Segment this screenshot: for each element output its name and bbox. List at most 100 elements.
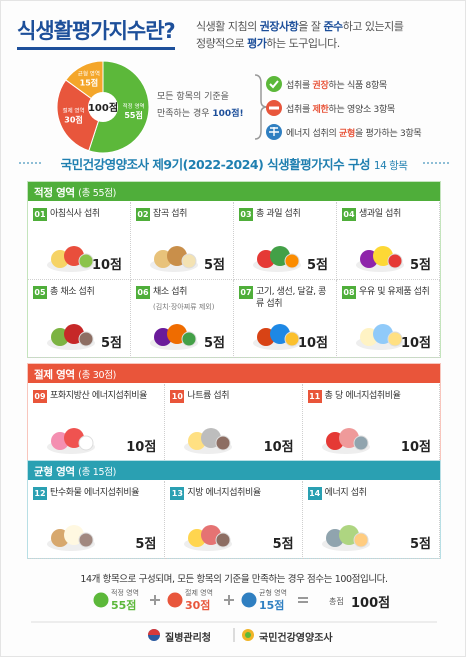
ill-shape	[78, 532, 94, 548]
group-box: 절제 영역 (총 30점) 09 포화지방산 에너지섭취비율 10점 10 나트륨 섭취 1…	[27, 363, 441, 462]
legend-text: 3항목	[373, 105, 396, 115]
item-number: 10	[170, 390, 185, 403]
ill-shape	[284, 253, 300, 269]
legend-icons	[266, 76, 282, 140]
item-name: 고기, 생선, 달걀, 콩류 섭취	[256, 287, 326, 309]
desc-text: 정량적으로	[196, 37, 248, 50]
footer-org: 국민건강영양조사	[259, 633, 333, 644]
item-name: 아침식사 섭취	[50, 209, 100, 219]
illustration	[356, 246, 404, 272]
group-box: 균형 영역 (총 15점) 12 탄수화물 에너지섭취비율 5점 13 지방 에너지섭취비…	[27, 460, 441, 559]
item-number: 05	[33, 286, 47, 299]
illustration	[253, 324, 301, 350]
item-name: 나트륨 섭취	[187, 391, 230, 401]
illustration	[47, 525, 95, 551]
group-title: 절제 영역	[34, 369, 75, 381]
item-number: 06	[136, 286, 150, 299]
summary-score: 55점	[111, 599, 137, 612]
illustration	[47, 324, 95, 350]
group-title: 균형 영역	[34, 466, 75, 478]
illustration	[321, 525, 370, 551]
pie-center	[88, 92, 118, 122]
legend-text: 권장	[312, 81, 329, 91]
section-count: 14 항목	[373, 160, 408, 172]
logo	[148, 629, 160, 641]
item-number: 09	[33, 390, 47, 403]
slice-label: 30점	[64, 115, 83, 125]
item-score: 5점	[306, 258, 328, 273]
item-score: 10점	[297, 336, 328, 351]
pie-center-label: 100점	[88, 102, 118, 114]
logo	[242, 629, 254, 641]
slice-label: 15점	[80, 77, 99, 87]
summary-label: 절제 영역	[185, 589, 213, 597]
item-cell: 03 총 과일 섭취 5점	[234, 202, 337, 280]
legend-text: 균형	[339, 129, 355, 139]
item-number: 13	[170, 487, 185, 500]
item-number: 11	[307, 390, 322, 403]
ill-shape	[181, 331, 197, 347]
item-score: 10점	[400, 336, 431, 351]
note-text: 만족하는 경우	[157, 109, 213, 119]
ill-shape	[181, 253, 197, 269]
item-cell: 06 채소 섭취 (김치·장아찌류 제외) 5점	[131, 280, 234, 358]
item-number: 02	[136, 208, 150, 221]
summary-icon	[93, 592, 109, 608]
op-stroke	[150, 595, 160, 605]
slice-label: 55점	[124, 110, 143, 120]
illustration	[184, 428, 233, 454]
summary-label: 균형 영역	[259, 589, 287, 597]
item-name: 총 당 에너지섭취비율	[324, 391, 401, 401]
item-cell: 04 생과일 섭취 5점	[337, 202, 440, 280]
ill-shape	[78, 331, 94, 347]
item-cell: 05 총 채소 섭취 5점	[28, 280, 131, 358]
group-header: 절제 영역 (총 30점)	[28, 364, 440, 383]
illustration	[150, 246, 198, 272]
footer-org: 질병관리청	[165, 633, 211, 644]
item-cell: 14 에너지 섭취 5점	[302, 481, 440, 559]
summary-score: 15점	[259, 599, 285, 612]
desc-text: 하는 도구입니다.	[266, 37, 340, 50]
item-name: 탄수화물 에너지섭취비율	[50, 488, 140, 498]
title: 식생활평가지수란?	[17, 15, 176, 50]
illustration	[321, 428, 370, 454]
legend-text: 제한	[312, 105, 329, 115]
legend-text: 섭취를	[286, 81, 313, 91]
item-score: 5점	[203, 258, 225, 273]
section-title: 국민건강영양조사 제9기(2022-2024) 식생활평가지수 구성 14 항목	[1, 154, 465, 173]
ill-shape	[353, 435, 369, 451]
item-cell: 07 고기, 생선, 달걀, 콩류 섭취 10점	[234, 280, 337, 358]
summary-icon	[241, 592, 257, 608]
illustration	[184, 525, 233, 551]
ill-shape	[353, 532, 369, 548]
legend-item: 섭취를 제한하는 영양소 3항목	[286, 102, 395, 115]
illustration	[253, 246, 301, 272]
note-text: 모든 항목의 기준을	[157, 92, 229, 102]
icon-circle	[167, 592, 183, 608]
ill-shape	[78, 253, 94, 269]
plus-sign	[224, 595, 234, 605]
group-total: (총 55점)	[78, 188, 117, 199]
desc-text: 하고 있는지를	[342, 20, 404, 33]
slice-name: 절제 영역	[63, 107, 85, 115]
item-name: 포화지방산 에너지섭취비율	[50, 391, 148, 401]
legend-text: 섭취를	[286, 105, 313, 115]
ill-shape	[387, 331, 403, 347]
legend-text: 8항목	[365, 81, 388, 91]
divider	[233, 628, 235, 642]
pie-slice	[56, 79, 104, 152]
item-number: 12	[33, 487, 47, 500]
note: 모든 항목의 기준을 만족하는 경우 100점!	[157, 89, 244, 123]
legend-text: 하는 식품	[328, 81, 366, 91]
ill-shape	[215, 532, 231, 548]
item-number: 07	[239, 286, 253, 299]
op-stroke	[224, 595, 234, 605]
illustration	[47, 246, 95, 272]
item-number: 04	[342, 208, 356, 221]
item-cell: 01 아침식사 섭취 10점	[28, 202, 131, 280]
ill-shape	[284, 331, 300, 347]
item-name: 총 과일 섭취	[256, 209, 301, 219]
item-score: 5점	[203, 336, 225, 351]
item-sub: (김치·장아찌류 제외)	[153, 303, 215, 311]
